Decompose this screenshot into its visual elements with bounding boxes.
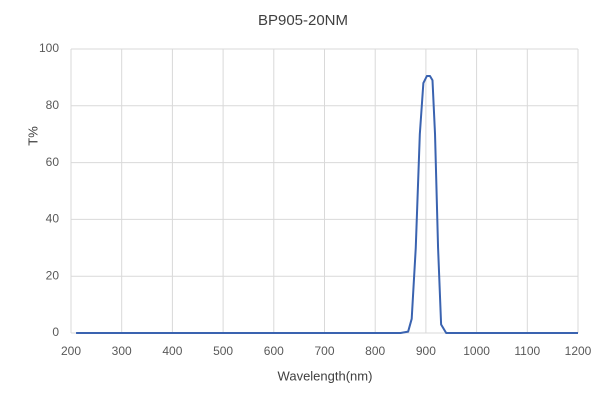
x-tick-label: 300 (112, 344, 132, 358)
x-tick-label: 800 (365, 344, 385, 358)
x-tick-label: 1000 (463, 344, 490, 358)
series-line (76, 74, 578, 334)
x-tick-label: 1100 (514, 344, 540, 358)
y-tick-label: 40 (46, 212, 60, 226)
y-tick-label: 20 (46, 268, 60, 282)
x-tick-label: 700 (314, 344, 334, 358)
y-tick-label: 80 (46, 98, 60, 112)
x-axis-title: Wavelength(nm) (278, 368, 373, 383)
x-tick-label: 900 (416, 344, 436, 358)
x-tick-label: 200 (61, 344, 81, 358)
x-tick-label: 600 (264, 344, 284, 358)
chart-title: BP905-20NM (258, 12, 348, 29)
x-tick-label: 1200 (565, 344, 592, 358)
y-tick-label: 100 (39, 41, 59, 55)
y-axis-title: T% (25, 126, 40, 146)
x-tick-label: 400 (162, 344, 182, 358)
y-tick-label: 0 (52, 325, 59, 339)
y-tick-label: 60 (46, 155, 60, 169)
x-tick-label: 500 (213, 344, 233, 358)
